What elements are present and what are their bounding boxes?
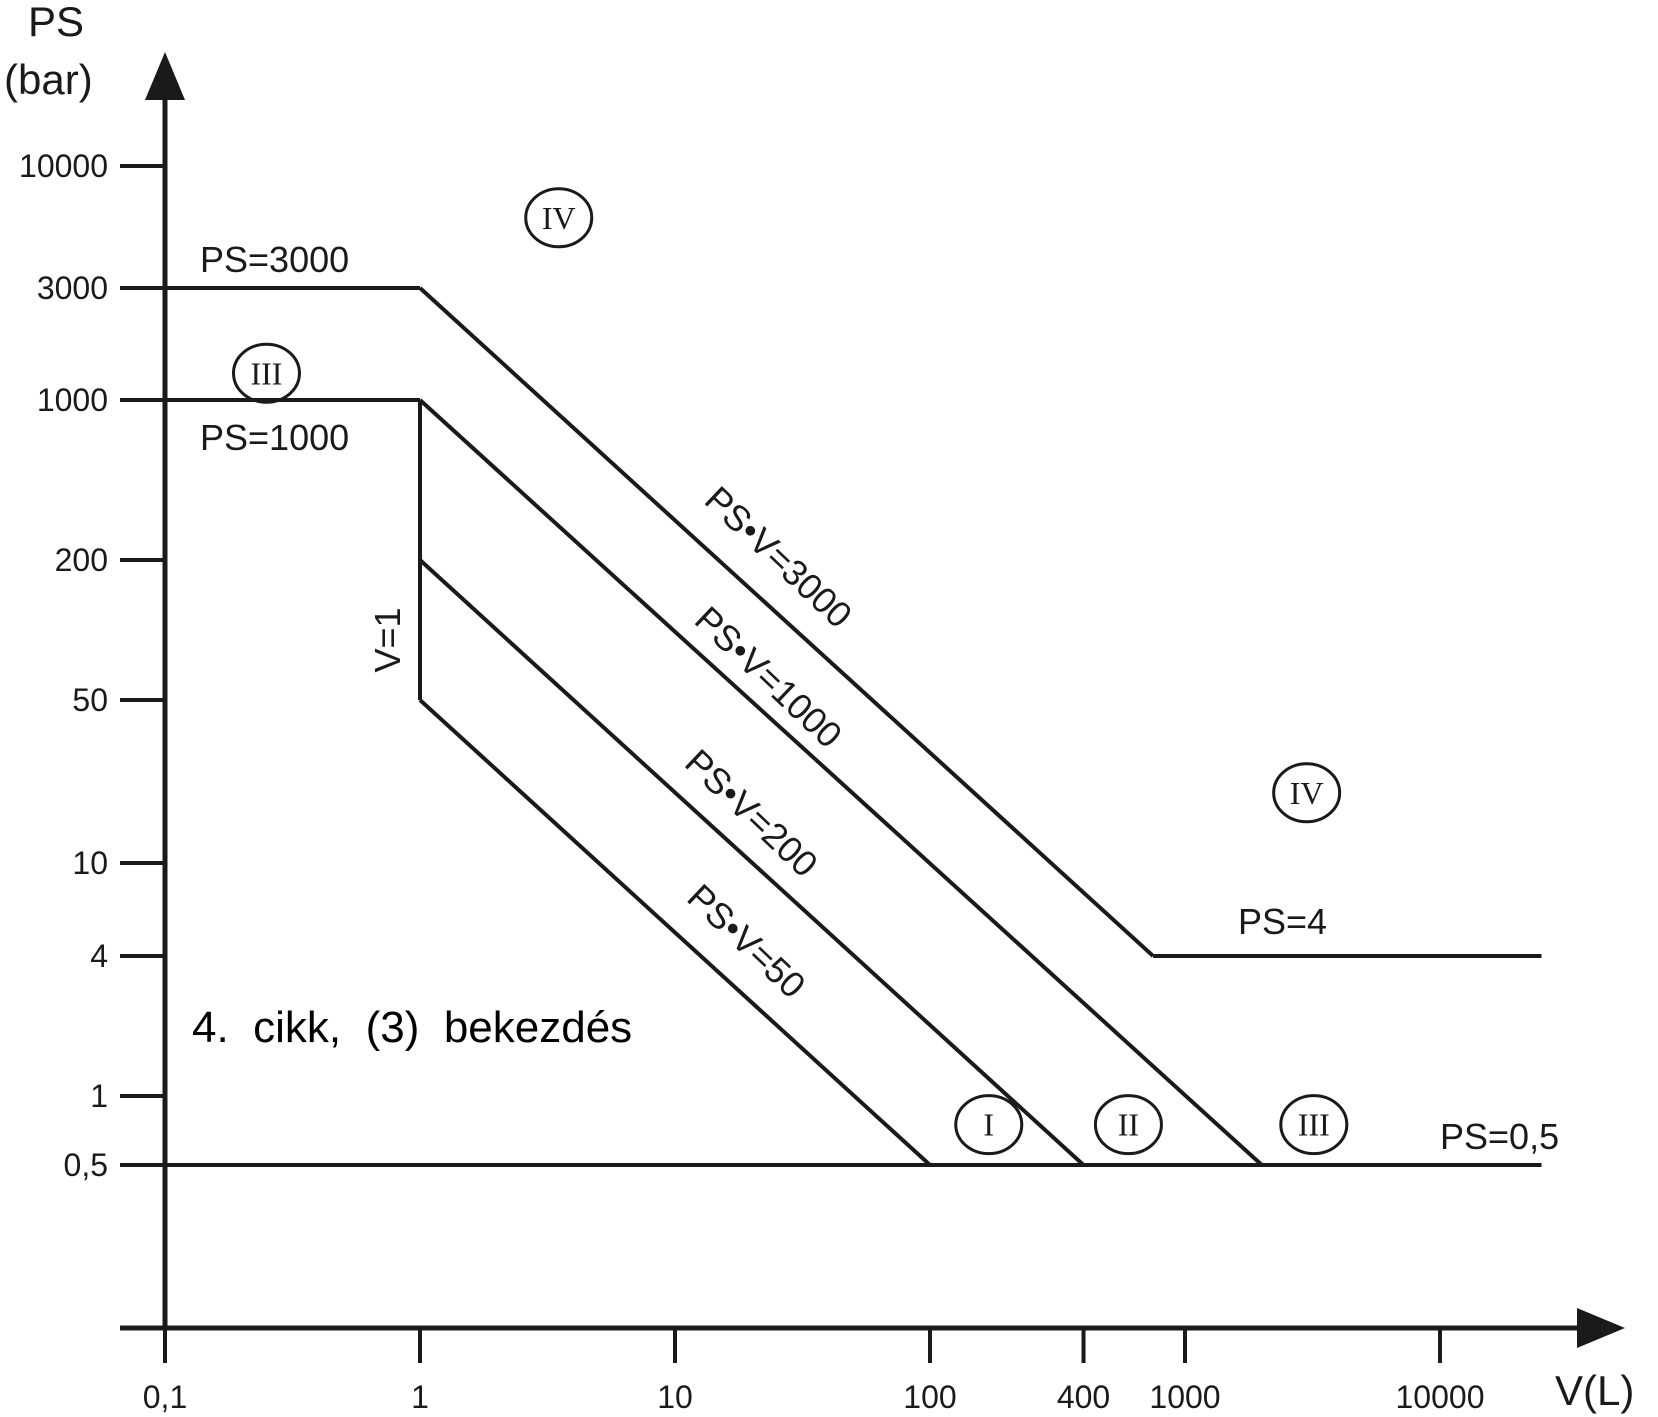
annotation: 4. cikk, (3) bekezdés xyxy=(192,1003,632,1052)
category-marker: II xyxy=(1093,1094,1163,1156)
series-line xyxy=(418,398,1264,1167)
y-tick-label: 50 xyxy=(72,682,108,718)
x-tick-label: 100 xyxy=(903,1379,956,1415)
x-axis-title: V(L) xyxy=(1555,1367,1634,1414)
x-tick-label: 1000 xyxy=(1149,1379,1220,1415)
x-tick-label: 10 xyxy=(657,1379,693,1415)
category-circle xyxy=(1272,762,1342,824)
y-axis-title-line1: PS xyxy=(28,0,84,45)
y-tick-label: 200 xyxy=(55,542,108,578)
y-axis-arrow xyxy=(145,52,185,100)
x-tick-label: 1 xyxy=(411,1379,429,1415)
category-circle xyxy=(231,342,301,404)
category-marker: III xyxy=(1279,1094,1349,1156)
category-marker: IV xyxy=(524,187,594,249)
y-axis-title-line2: (bar) xyxy=(4,56,93,103)
series-lines xyxy=(165,286,1542,1167)
curve-label: V=1 xyxy=(367,607,408,672)
y-tick-label: 1 xyxy=(90,1078,108,1114)
category-marker: III xyxy=(231,342,301,404)
x-axis-arrow xyxy=(1577,1308,1625,1348)
x-tick-label: 10000 xyxy=(1396,1379,1485,1415)
category-label: IV xyxy=(1290,775,1324,811)
category-label: I xyxy=(983,1107,994,1143)
x-tick-label: 0,1 xyxy=(143,1379,187,1415)
y-tick-label: 3000 xyxy=(37,270,108,306)
category-label: III xyxy=(250,355,282,391)
curve-label: PS=4 xyxy=(1238,901,1327,942)
y-tick-label: 4 xyxy=(90,938,108,974)
y-tick-label: 1000 xyxy=(37,382,108,418)
category-marker: I xyxy=(954,1094,1024,1156)
y-tick-label: 10000 xyxy=(19,148,108,184)
y-tick-label: 10 xyxy=(72,845,108,881)
curve-label: PS=1000 xyxy=(200,417,349,458)
category-circle xyxy=(954,1094,1024,1156)
series-line xyxy=(418,286,1155,958)
x-ticks: 0,1 1 10 100 400 1000 10000 xyxy=(143,1328,1485,1415)
series-line xyxy=(418,698,932,1167)
curve-label: PS=0,5 xyxy=(1440,1116,1559,1157)
curve-label: PS=3000 xyxy=(200,239,349,280)
curve-label: PS•V=50 xyxy=(680,876,814,1006)
x-tick-label: 400 xyxy=(1057,1379,1110,1415)
category-marker: IV xyxy=(1272,762,1342,824)
category-label: II xyxy=(1118,1107,1139,1143)
category-circle xyxy=(1279,1094,1349,1156)
category-label: IV xyxy=(542,200,576,236)
category-circle xyxy=(1093,1094,1163,1156)
category-circle xyxy=(524,187,594,249)
y-tick-label: 0,5 xyxy=(64,1147,108,1183)
category-label: III xyxy=(1298,1107,1330,1143)
y-ticks: 0,5 1 4 10 50 200 1000 3000 10000 xyxy=(19,148,165,1183)
series-line xyxy=(418,558,1085,1167)
